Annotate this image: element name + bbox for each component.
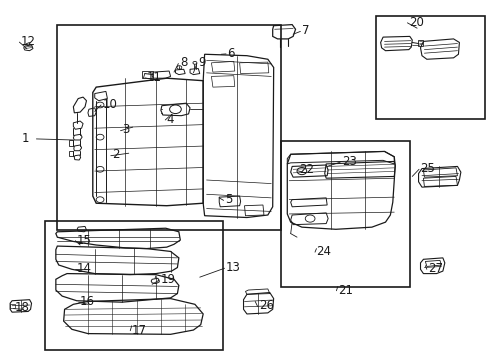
Text: 24: 24 <box>316 245 331 258</box>
Text: 2: 2 <box>112 148 120 162</box>
Text: 25: 25 <box>420 162 434 175</box>
Text: 6: 6 <box>227 47 235 60</box>
Text: 11: 11 <box>146 71 161 84</box>
Text: 1: 1 <box>22 132 30 145</box>
Text: 26: 26 <box>259 299 274 312</box>
Text: 12: 12 <box>21 35 36 48</box>
Text: 20: 20 <box>408 15 423 28</box>
Text: 21: 21 <box>337 284 352 297</box>
Text: 3: 3 <box>122 123 129 136</box>
Text: 27: 27 <box>427 262 443 275</box>
Text: 10: 10 <box>102 98 117 111</box>
Text: 19: 19 <box>161 273 176 286</box>
Text: 15: 15 <box>77 234 91 247</box>
Text: 9: 9 <box>198 56 205 69</box>
Text: 5: 5 <box>224 193 232 206</box>
Text: 13: 13 <box>225 261 241 274</box>
Text: 18: 18 <box>15 301 30 314</box>
Text: 4: 4 <box>166 113 174 126</box>
Text: 16: 16 <box>80 295 95 308</box>
Text: 8: 8 <box>180 56 187 69</box>
Text: 23: 23 <box>341 155 356 168</box>
Text: 7: 7 <box>301 24 309 37</box>
Text: 22: 22 <box>298 163 313 176</box>
Text: 17: 17 <box>131 324 146 337</box>
Text: 14: 14 <box>77 262 92 275</box>
